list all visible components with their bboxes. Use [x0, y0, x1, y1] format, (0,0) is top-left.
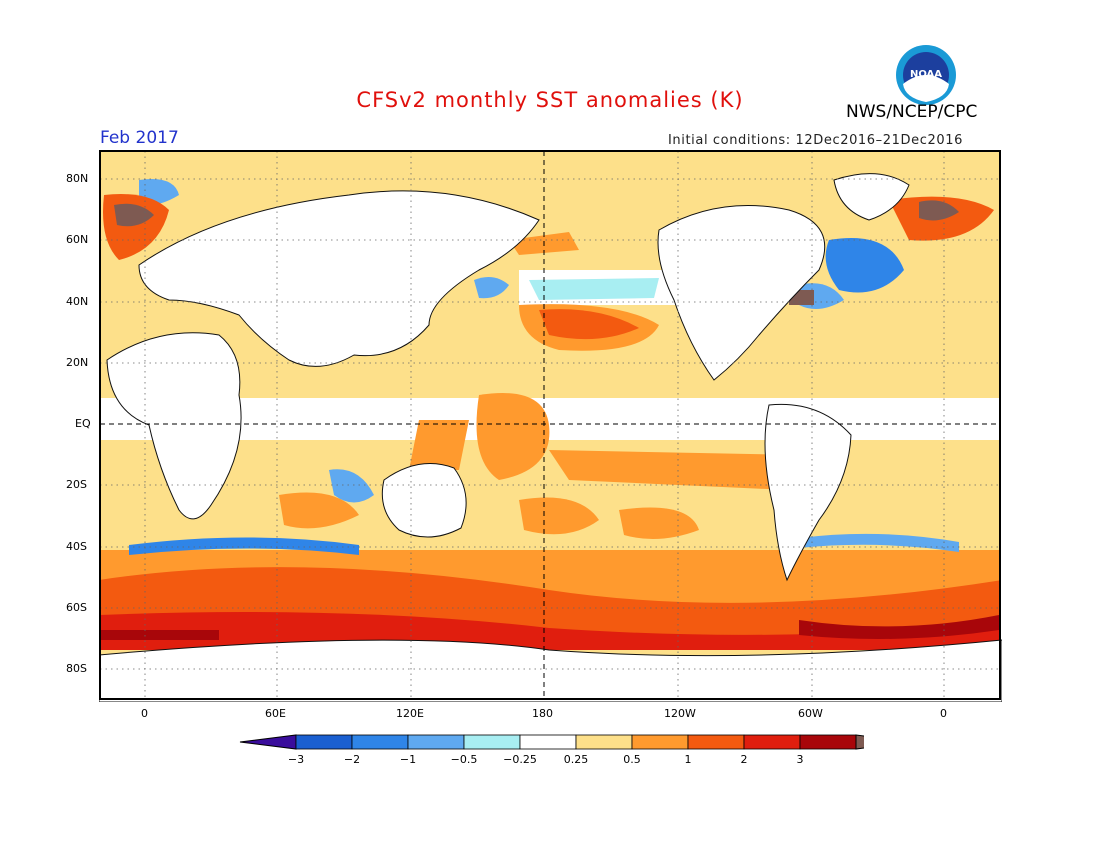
colorbar-tick-label: 0.5	[623, 753, 641, 766]
lon-label: 0	[940, 707, 947, 720]
lon-label: 120E	[396, 707, 424, 720]
colorbar-box	[519, 734, 577, 750]
noaa-logo: NOAA	[895, 44, 957, 106]
lat-label: 20N	[66, 356, 89, 369]
colorbar-high-arrow	[855, 734, 864, 750]
equator-dateline	[100, 151, 1000, 699]
antarctica-outline	[99, 639, 1002, 702]
lon-label: 60W	[798, 707, 823, 720]
lon-label: 60E	[265, 707, 286, 720]
colorbar-box	[351, 734, 409, 750]
greenland-outline	[833, 173, 910, 221]
colorbar-box	[407, 734, 465, 750]
initial-conditions-label: Initial conditions: 12Dec2016–21Dec2016	[668, 133, 963, 148]
lat-label: 60S	[66, 601, 87, 614]
lat-label: 40N	[66, 295, 89, 308]
sst-anomaly-map	[99, 150, 1002, 702]
colorbar-tick-label: −0.25	[503, 753, 537, 766]
lat-label: EQ	[75, 417, 91, 430]
lon-label: 0	[141, 707, 148, 720]
colorbar-box	[687, 734, 745, 750]
graticule	[100, 151, 1000, 699]
eurasia-outline	[138, 190, 540, 367]
colorbar-tick-label: 2	[741, 753, 748, 766]
colorbar-box	[743, 734, 801, 750]
lon-label: 120W	[664, 707, 696, 720]
lat-label: 80S	[66, 662, 87, 675]
colorbar-box	[463, 734, 521, 750]
colorbar-box	[631, 734, 689, 750]
land-masses	[99, 173, 1002, 702]
chart-title: CFSv2 monthly SST anomalies (K)	[356, 88, 744, 112]
lat-label: 20S	[66, 478, 87, 491]
colorbar-tick-label: 0.25	[564, 753, 589, 766]
colorbar: −3 −2 −1 −0.5 −0.25 0.25 0.5 1 2 3	[239, 734, 864, 766]
north-america-outline	[657, 205, 826, 381]
colorbar-labels: −3 −2 −1 −0.5 −0.25 0.25 0.5 1 2 3	[288, 753, 804, 766]
colorbar-box	[295, 734, 353, 750]
africa-outline	[106, 332, 242, 520]
colorbar-box	[575, 734, 633, 750]
colorbar-tick-label: −3	[288, 753, 304, 766]
colorbar-tick-label: −0.5	[451, 753, 478, 766]
australia-outline	[381, 463, 467, 538]
valid-month-label: Feb 2017	[100, 128, 179, 148]
south-america-outline	[764, 403, 852, 582]
colorbar-tick-label: −2	[344, 753, 360, 766]
map-frame	[99, 150, 1001, 700]
lat-label: 60N	[66, 233, 89, 246]
lat-label: 40S	[66, 540, 87, 553]
colorbar-tick-label: 1	[685, 753, 692, 766]
lat-label: 80N	[66, 172, 89, 185]
colorbar-box	[799, 734, 857, 750]
colorbar-boxes	[239, 734, 864, 750]
lon-label: 180	[532, 707, 553, 720]
agency-label: NWS/NCEP/CPC	[846, 102, 978, 122]
logo-text: NOAA	[910, 69, 942, 80]
colorbar-low-arrow	[239, 734, 297, 750]
colorbar-tick-label: −1	[400, 753, 416, 766]
colorbar-tick-label: 3	[797, 753, 804, 766]
